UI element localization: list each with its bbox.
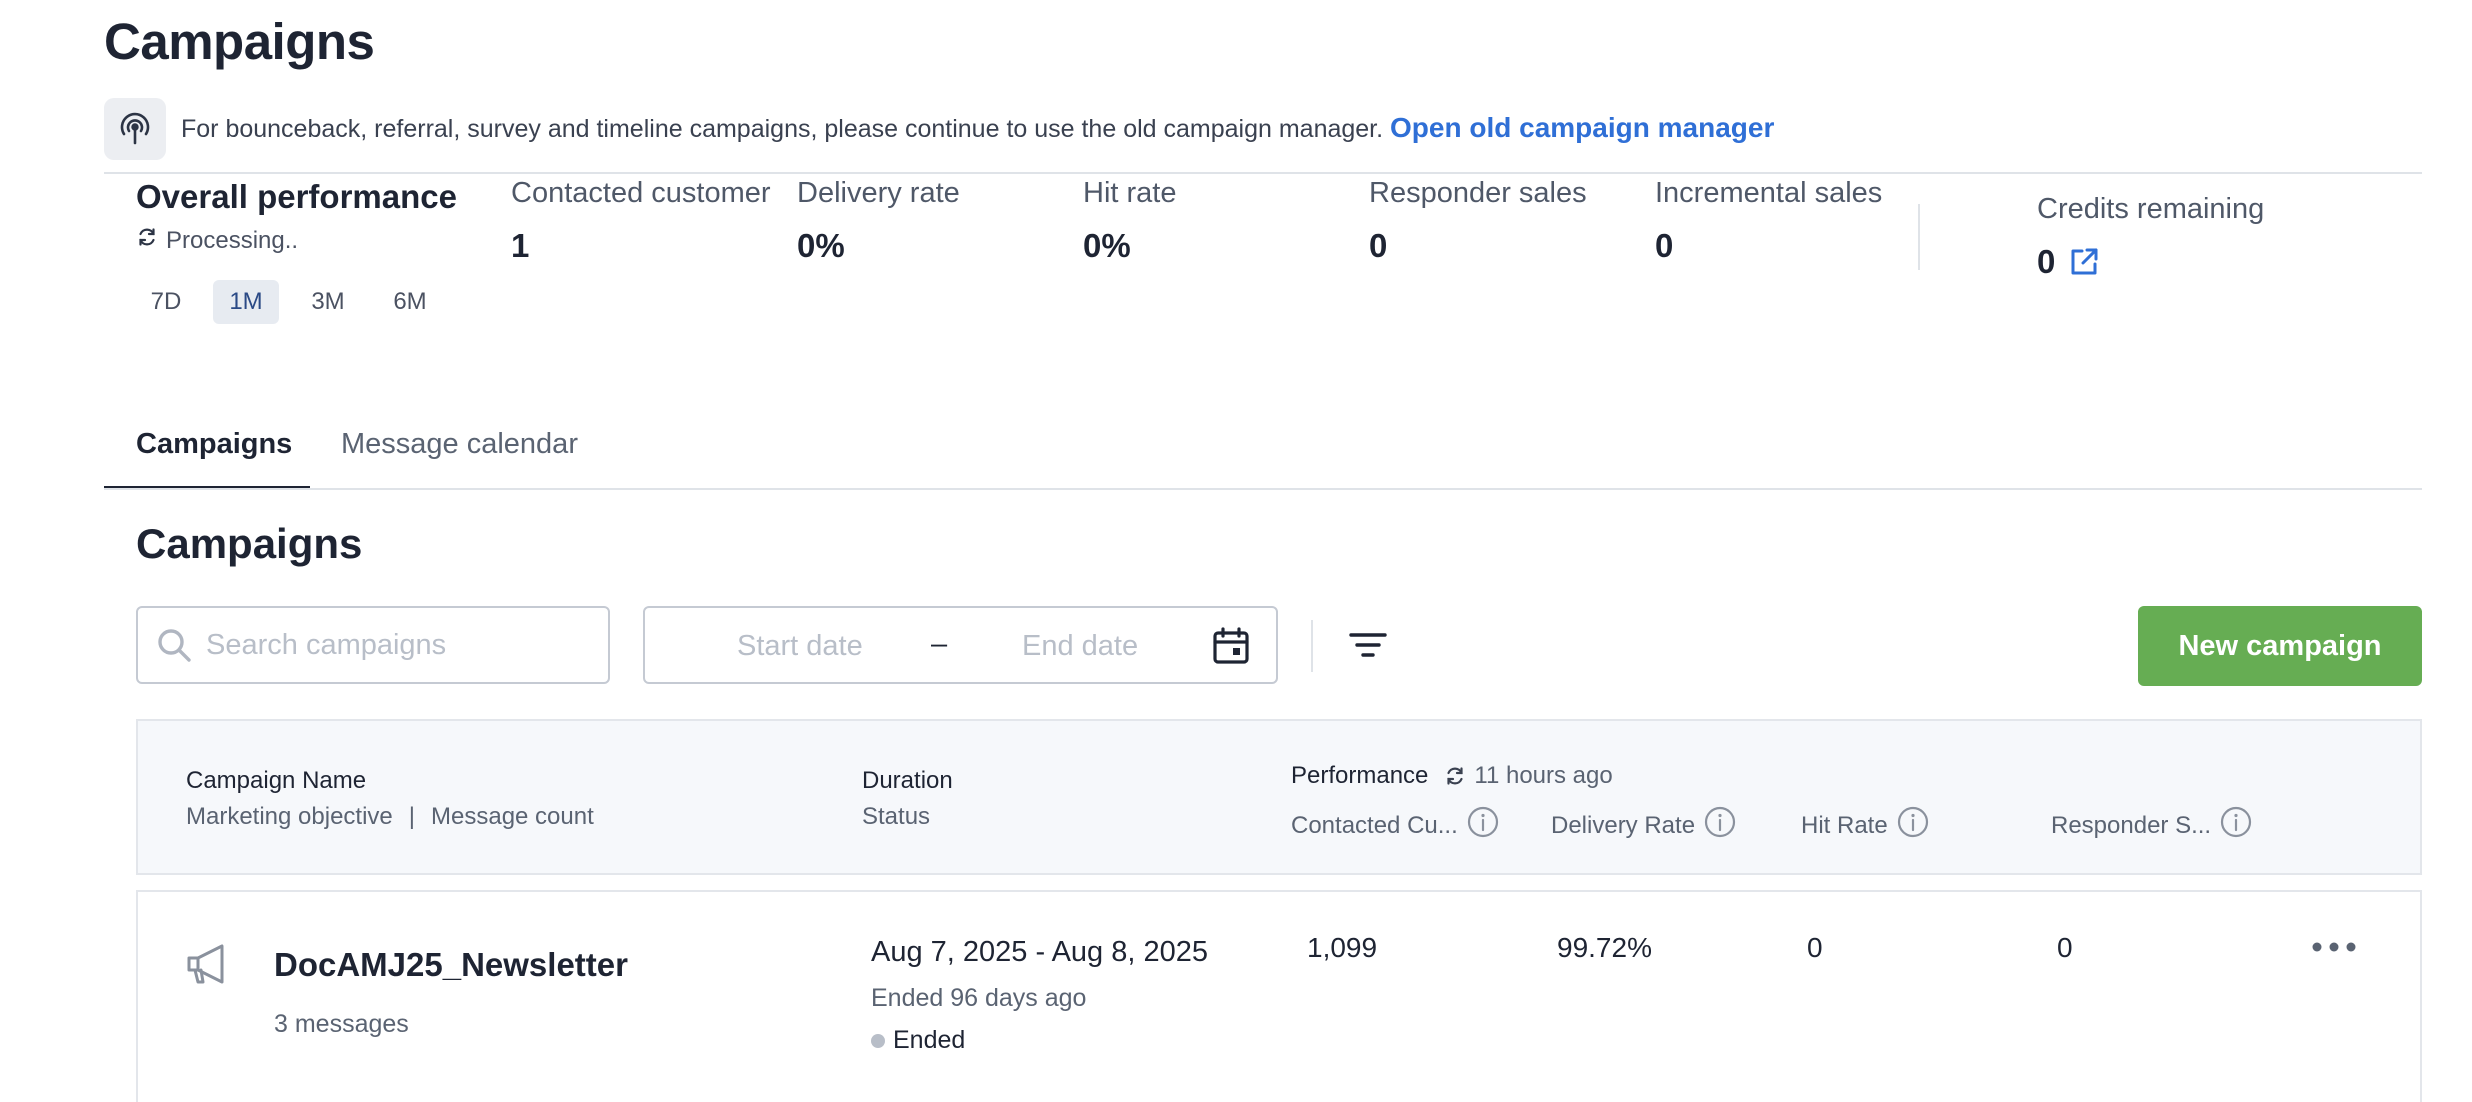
metric-hit-value: 0% [1083, 227, 1131, 264]
delivery-rate-value: 99.72% [1557, 932, 1652, 963]
end-date-input[interactable]: End date [1022, 630, 1139, 662]
responder-sales-value: 0 [2057, 932, 2073, 963]
col-responder-sales[interactable]: Responder S... [2051, 805, 2253, 846]
col-hit-rate[interactable]: Hit Rate [1801, 805, 1930, 846]
filter-icon[interactable] [1348, 630, 1388, 660]
col-campaign-sub: Marketing objective | Message count [186, 803, 594, 831]
radio-signal-icon [104, 98, 166, 160]
performance-updated: 11 hours ago [1444, 762, 1613, 790]
notice-text: For bounceback, referral, survey and tim… [181, 115, 1384, 143]
period-1m[interactable]: 1M [213, 280, 279, 324]
period-7d[interactable]: 7D [150, 288, 182, 315]
info-icon[interactable] [1896, 805, 1930, 846]
search-box[interactable] [136, 606, 610, 684]
period-3m[interactable]: 3M [311, 288, 345, 315]
metric-incremental-value: 0 [1655, 227, 1674, 264]
col-delivery-rate-label: Delivery Rate [1551, 811, 1696, 839]
metric-incremental-label: Incremental sales [1655, 177, 1883, 209]
processing-status: Processing.. [136, 226, 298, 255]
new-campaign-button[interactable]: New campaign [2138, 606, 2422, 686]
overall-performance-title: Overall performance [136, 178, 457, 215]
hit-rate-value: 0 [1807, 932, 1823, 963]
info-icon[interactable] [2219, 805, 2253, 846]
open-old-campaign-manager-link[interactable]: Open old campaign manager [1390, 112, 1775, 143]
date-range-picker[interactable]: Start date – End date [643, 606, 1278, 684]
campaign-duration: Aug 7, 2025 - Aug 8, 2025 [871, 936, 1208, 968]
toolbar-divider [1311, 620, 1313, 672]
period-6m[interactable]: 6M [393, 288, 427, 315]
col-campaign-name[interactable]: Campaign Name [186, 767, 367, 794]
credits-value-group: 0 [2037, 243, 2101, 281]
col-marketing-objective: Marketing objective [186, 803, 393, 830]
status-badge: Ended [871, 1026, 965, 1055]
more-icon[interactable] [2310, 940, 2358, 954]
col-status: Status [862, 803, 931, 830]
col-responder-sales-label: Responder S... [2051, 811, 2212, 839]
info-icon[interactable] [1466, 805, 1500, 846]
contacted-value: 1,099 [1307, 932, 1378, 963]
metric-delivery-label: Delivery rate [797, 177, 960, 209]
col-sub-separator: | [408, 803, 415, 830]
metric-responder-label: Responder sales [1369, 177, 1587, 209]
section-title: Campaigns [136, 520, 363, 567]
col-message-count: Message count [431, 803, 594, 830]
metric-delivery-value: 0% [797, 227, 845, 264]
status-dot [871, 1034, 885, 1049]
col-delivery-rate[interactable]: Delivery Rate [1551, 805, 1737, 846]
table-row[interactable]: DocAMJ25_Newsletter 3 messages Aug 7, 20… [136, 890, 2422, 1102]
credits-label: Credits remaining [2037, 193, 2265, 225]
metrics-divider [1918, 204, 1920, 270]
table-header: Campaign Name Marketing objective | Mess… [136, 719, 2422, 875]
col-duration[interactable]: Duration [862, 767, 953, 794]
col-contacted[interactable]: Contacted Cu... [1291, 805, 1500, 846]
performance-header: Performance 11 hours ago [1291, 762, 1613, 790]
date-separator: – [931, 628, 948, 660]
page-title: Campaigns [104, 13, 375, 70]
start-date-input[interactable]: Start date [737, 630, 863, 662]
col-hit-rate-label: Hit Rate [1801, 811, 1888, 839]
calendar-icon[interactable] [1211, 626, 1251, 666]
refresh-icon[interactable] [1444, 765, 1466, 787]
credits-value: 0 [2037, 243, 2056, 280]
metric-responder-value: 0 [1369, 227, 1388, 264]
refresh-icon [136, 226, 158, 255]
search-icon [156, 627, 192, 663]
campaign-name[interactable]: DocAMJ25_Newsletter [274, 946, 628, 983]
performance-updated-label: 11 hours ago [1474, 762, 1613, 789]
status-label: Ended [893, 1026, 966, 1054]
notice-banner: For bounceback, referral, survey and tim… [181, 112, 1774, 144]
metric-contacted-value: 1 [511, 227, 530, 264]
ended-ago: Ended 96 days ago [871, 984, 1087, 1012]
col-performance: Performance [1291, 762, 1429, 789]
search-input[interactable] [204, 627, 588, 663]
tab-message-calendar[interactable]: Message calendar [341, 428, 578, 460]
metric-hit-label: Hit rate [1083, 177, 1177, 209]
tabs-divider [104, 488, 2422, 490]
processing-label: Processing.. [166, 226, 299, 254]
megaphone-icon [184, 942, 232, 986]
tab-campaigns[interactable]: Campaigns [136, 428, 293, 460]
message-count: 3 messages [274, 1010, 409, 1038]
info-icon[interactable] [1703, 805, 1737, 846]
metric-contacted-label: Contacted customer [511, 177, 771, 209]
header-divider [104, 172, 2422, 174]
col-contacted-label: Contacted Cu... [1291, 811, 1458, 839]
external-link-icon[interactable] [2067, 245, 2101, 279]
